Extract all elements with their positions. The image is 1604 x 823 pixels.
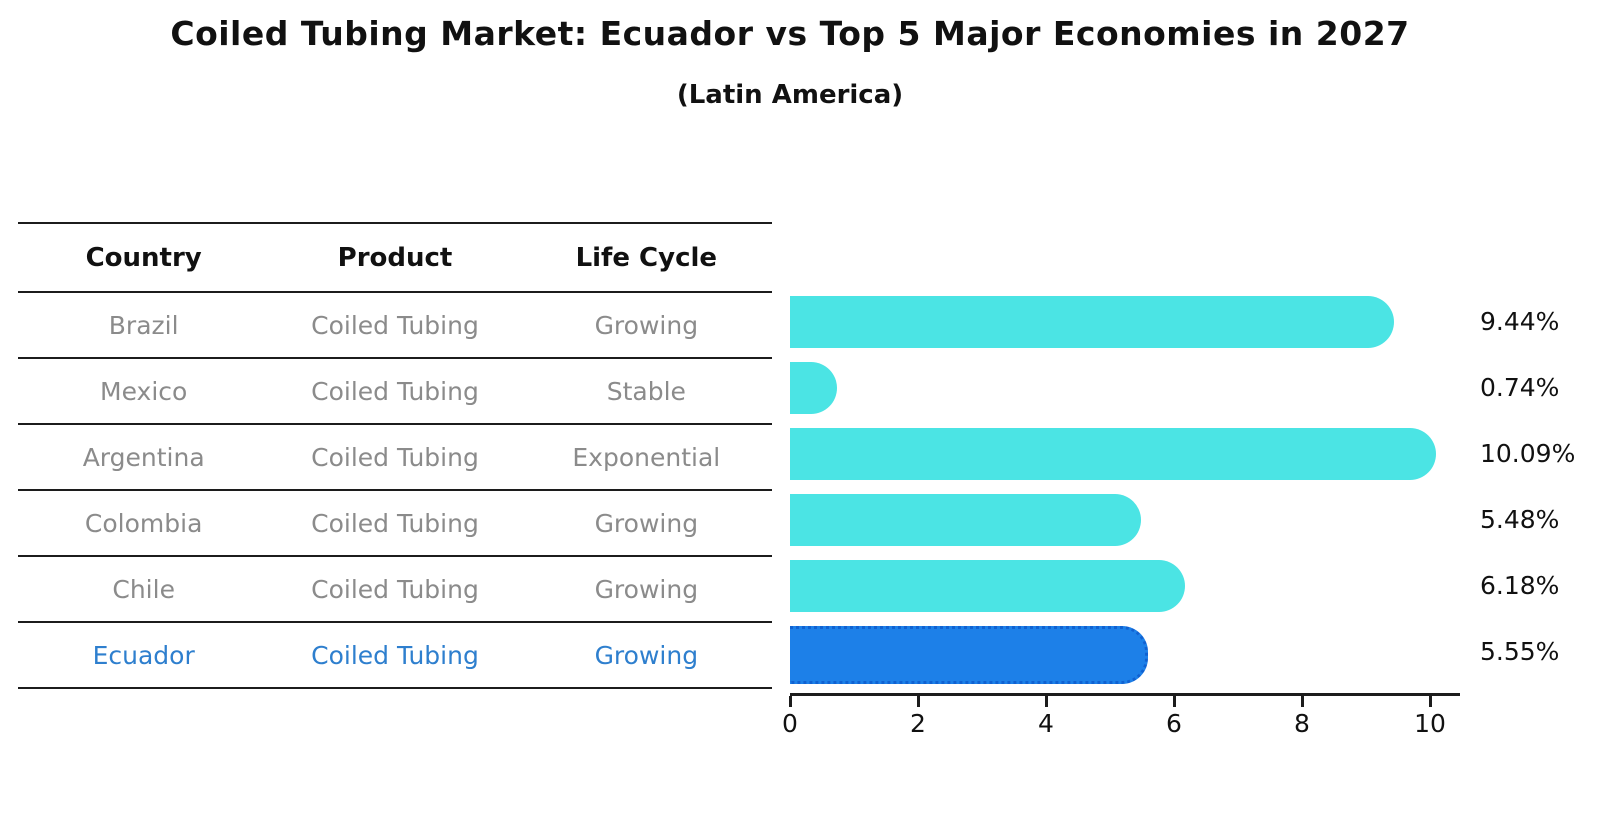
x-axis-tick xyxy=(1429,696,1432,707)
country-table: Country Product Life Cycle Brazil Coiled … xyxy=(18,222,772,689)
bar-highlight-ecuador xyxy=(790,626,1148,684)
table-cell-country: Ecuador xyxy=(92,640,195,670)
x-axis-tick-label: 8 xyxy=(1294,709,1310,738)
table-cell-life-cycle: Stable xyxy=(606,376,686,406)
table-header-country: Country xyxy=(85,242,202,273)
bar-colombia xyxy=(790,494,1141,546)
table-cell-life-cycle: Exponential xyxy=(572,442,721,472)
table-cell-product: Coiled Tubing xyxy=(311,310,479,340)
value-label: 5.55% xyxy=(1480,637,1560,666)
x-axis-tick-label: 10 xyxy=(1414,709,1446,738)
table-cell-country: Brazil xyxy=(108,310,179,340)
value-label: 9.44% xyxy=(1480,307,1560,336)
table-cell-product: Coiled Tubing xyxy=(311,376,479,406)
x-axis-tick xyxy=(917,696,920,707)
table-row: Argentina Coiled Tubing Exponential xyxy=(18,425,772,491)
x-axis-tick-label: 0 xyxy=(782,709,798,738)
value-label: 10.09% xyxy=(1480,439,1576,468)
value-label: 0.74% xyxy=(1480,373,1560,402)
table-cell-product: Coiled Tubing xyxy=(311,574,479,604)
table-cell-product: Coiled Tubing xyxy=(311,442,479,472)
x-axis-line xyxy=(790,693,1460,696)
table-row: Ecuador Coiled Tubing Growing xyxy=(18,623,772,689)
bar-argentina xyxy=(790,428,1436,480)
table-row: Brazil Coiled Tubing Growing xyxy=(18,293,772,359)
x-axis-tick-label: 4 xyxy=(1038,709,1054,738)
table-row: Colombia Coiled Tubing Growing xyxy=(18,491,772,557)
x-axis-tick xyxy=(789,696,792,707)
table-cell-country: Colombia xyxy=(84,508,203,538)
value-labels-group: 9.44% 0.74% 10.09% 5.48% 6.18% 5.55% xyxy=(1480,289,1604,695)
chart-title: Coiled Tubing Market: Ecuador vs Top 5 M… xyxy=(170,14,1410,53)
x-axis-tick xyxy=(1045,696,1048,707)
table-cell-country: Chile xyxy=(112,574,175,604)
bar-chile xyxy=(790,560,1185,612)
chart-subtitle: (Latin America) xyxy=(676,80,904,110)
table-cell-product: Coiled Tubing xyxy=(311,640,479,670)
table-body: Brazil Coiled Tubing Growing Mexico Coiled T… xyxy=(18,293,772,689)
table-cell-product: Coiled Tubing xyxy=(311,508,479,538)
x-axis-tick-label: 6 xyxy=(1166,709,1182,738)
value-label: 6.18% xyxy=(1480,571,1560,600)
value-label: 5.48% xyxy=(1480,505,1560,534)
table-header-life-cycle: Life Cycle xyxy=(575,242,718,273)
x-axis-tick xyxy=(1301,696,1304,707)
table-cell-country: Argentina xyxy=(82,442,205,472)
table-cell-life-cycle: Growing xyxy=(594,508,699,538)
table-header-product: Product xyxy=(337,242,453,273)
table-header-row: Country Product Life Cycle xyxy=(18,222,772,293)
x-axis-tick xyxy=(1173,696,1176,707)
table-cell-life-cycle: Growing xyxy=(594,574,699,604)
table-cell-life-cycle: Growing xyxy=(594,310,699,340)
bar-plot: 0 2 4 6 8 10 xyxy=(782,289,1460,738)
table-cell-life-cycle: Growing xyxy=(594,640,699,670)
table-row: Mexico Coiled Tubing Stable xyxy=(18,359,772,425)
x-axis-tick-label: 2 xyxy=(910,709,926,738)
bar-mexico xyxy=(790,362,837,414)
table-cell-country: Mexico xyxy=(100,376,188,406)
table-row: Chile Coiled Tubing Growing xyxy=(18,557,772,623)
bar-brazil xyxy=(790,296,1394,348)
